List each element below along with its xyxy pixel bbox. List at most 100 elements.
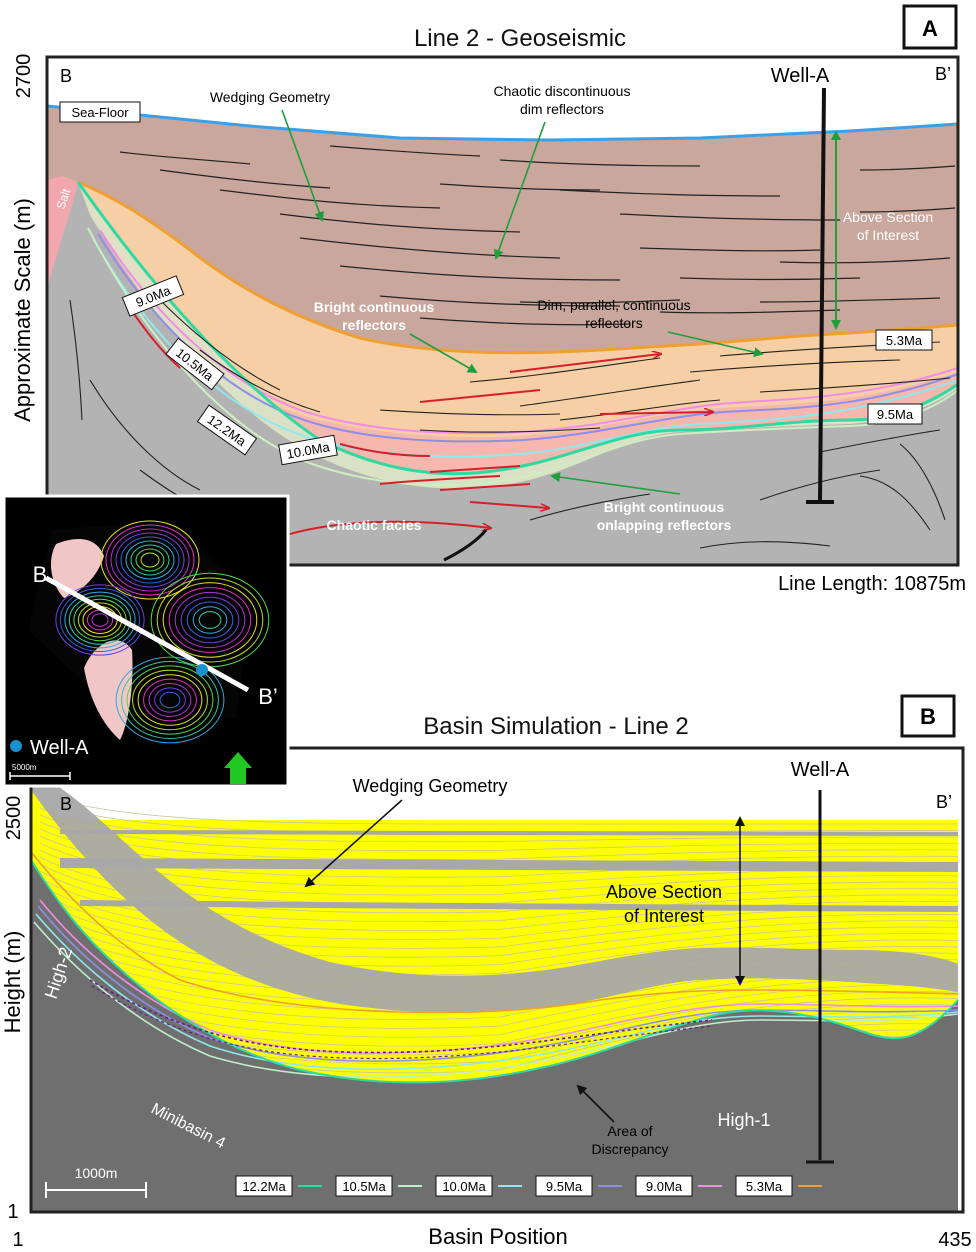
- legend-label: 10.0Ma: [442, 1179, 486, 1194]
- svg-text:1000m: 1000m: [75, 1165, 118, 1181]
- inset-contour: [137, 674, 203, 726]
- inset-contour: [105, 524, 195, 596]
- legend-label: 9.0Ma: [646, 1179, 683, 1194]
- inset-contour: [55, 584, 145, 656]
- inset-contour: [162, 582, 258, 658]
- inset-contour: [180, 596, 240, 644]
- legend-item: 5.3Ma: [735, 1175, 822, 1197]
- inset-well-legend: Well-A: [30, 737, 89, 759]
- annot-above-b-1: Above Section: [606, 882, 722, 902]
- panel-b: Basin Simulation - Line 2 B: [0, 694, 972, 1251]
- annot-chaotic-facies: Chaotic facies: [327, 517, 422, 533]
- age-tag-9-5: 9.5Ma: [867, 403, 923, 425]
- sea-floor-tag: Sea-Floor: [59, 101, 141, 123]
- inset-contour: [64, 591, 136, 649]
- svg-text:5000m: 5000m: [12, 763, 37, 772]
- panel-b-y-top-value: 2500: [3, 796, 25, 841]
- legend-label: 12.2Ma: [242, 1179, 286, 1194]
- inset-contour: [143, 678, 197, 722]
- annot-above-b-2: of Interest: [624, 906, 704, 926]
- panel-b-x-right-value: 435: [938, 1229, 971, 1251]
- sim-layer-line: [39, 793, 958, 825]
- inset-scale-bar: 5000m: [9, 763, 71, 780]
- sim-layer-line: [39, 814, 959, 851]
- panel-a-bprime-label: B’: [935, 64, 951, 84]
- inset-contour: [110, 528, 190, 592]
- salt-body: [47, 176, 78, 290]
- panel-b-frame: [29, 746, 965, 1214]
- horizon-10-5ma: [87, 227, 958, 487]
- upper-brown-layer: [47, 106, 958, 353]
- annot-above-a-1: Above Section: [843, 209, 933, 225]
- annot-above-a-2: of Interest: [857, 227, 919, 243]
- svg-text:5.3Ma: 5.3Ma: [886, 333, 923, 348]
- inset-contour: [135, 548, 165, 572]
- panel-b-well: [806, 790, 834, 1164]
- panel-b-well-label: Well-A: [791, 759, 850, 781]
- inset-contour: [148, 683, 192, 717]
- panel-b-y-axis-label: Height (m): [0, 931, 25, 1034]
- panel-a-well-label: Well-A: [771, 65, 830, 87]
- sim-layer-line: [39, 891, 959, 949]
- area-of-discrepancy-line: [89, 979, 713, 1054]
- svg-text:Sea-Floor: Sea-Floor: [71, 105, 129, 120]
- inset-contour: [115, 532, 185, 588]
- orange-interval: [78, 182, 958, 474]
- sim-layer-line: [39, 821, 959, 860]
- annot-chaotic-dim-1: Chaotic discontinuous: [494, 83, 631, 99]
- basement-layer: [47, 176, 958, 565]
- annot-discrepancy-2: Discrepancy: [591, 1141, 668, 1157]
- panel-a-frame: [45, 55, 960, 567]
- salt-label: Salt: [54, 186, 74, 211]
- inset-legend-dot: [10, 740, 22, 752]
- panel-b-badge: B: [900, 694, 956, 738]
- sim-layer-line: [39, 905, 959, 967]
- inset-contour: [156, 577, 264, 663]
- annot-wedging-b: Wedging Geometry: [353, 776, 508, 796]
- legend-item: 10.5Ma: [335, 1175, 422, 1197]
- panel-a-title: Line 2 - Geoseismic: [414, 25, 626, 52]
- inset-contour: [140, 552, 160, 568]
- inset-contour: [174, 591, 246, 649]
- legend-item: 10.0Ma: [435, 1175, 522, 1197]
- inset-bprime-label: B’: [258, 684, 278, 709]
- inset-contour: [59, 588, 141, 652]
- inset-contour: [198, 611, 222, 629]
- annot-bright-2: reflectors: [342, 317, 406, 333]
- annot-discrepancy-1: Area of: [607, 1123, 652, 1139]
- inset-contour: [91, 613, 109, 627]
- panel-b-x-axis-label: Basin Position: [428, 1224, 567, 1249]
- sim-layer-line: [39, 912, 959, 976]
- annot-onlap-1: Bright continuous: [604, 499, 725, 515]
- annot-high-1: High-1: [717, 1110, 770, 1130]
- sim-horizon-5-3ma: [31, 851, 959, 1014]
- panel-b-simulation: [31, 748, 963, 1212]
- annot-bright-1: Bright continuous: [314, 299, 435, 315]
- horizon-5-3ma: [77, 180, 958, 355]
- panel-a-badge-text: A: [922, 16, 938, 41]
- inset-b-label: B: [33, 562, 48, 587]
- legend-item: 12.2Ma: [235, 1175, 322, 1197]
- svg-text:9.5Ma: 9.5Ma: [877, 407, 914, 422]
- north-arrow-icon: [224, 752, 252, 784]
- sim-horizon-12-2ma: [31, 859, 959, 1084]
- svg-text:B: B: [920, 704, 936, 729]
- annot-chaotic-dim-2: dim reflectors: [520, 101, 604, 117]
- panel-b-y-bottom-value: 1: [7, 1201, 18, 1223]
- age-tag-10-0: 10.0Ma: [278, 434, 338, 466]
- inset-section-line: [44, 575, 250, 693]
- inset-contour: [125, 540, 175, 580]
- annot-wedging-a: Wedging Geometry: [210, 89, 330, 105]
- inset-well-dot: [196, 664, 208, 676]
- panel-a-y-top-value: 2700: [13, 54, 35, 99]
- upper-reflectors: [119, 145, 956, 326]
- panel-a-b-label: B: [60, 66, 72, 86]
- annot-dim-2: reflectors: [585, 315, 643, 331]
- inset-contour: [168, 587, 252, 653]
- panel-a-badge: A: [902, 4, 958, 50]
- annot-dim-1: Dim, parallel, continuous: [537, 297, 690, 313]
- inset-contour: [121, 661, 219, 739]
- legend-item: 9.5Ma: [535, 1175, 622, 1197]
- inset-contour: [154, 687, 186, 713]
- annot-onlap-2: onlapping reflectors: [597, 517, 732, 533]
